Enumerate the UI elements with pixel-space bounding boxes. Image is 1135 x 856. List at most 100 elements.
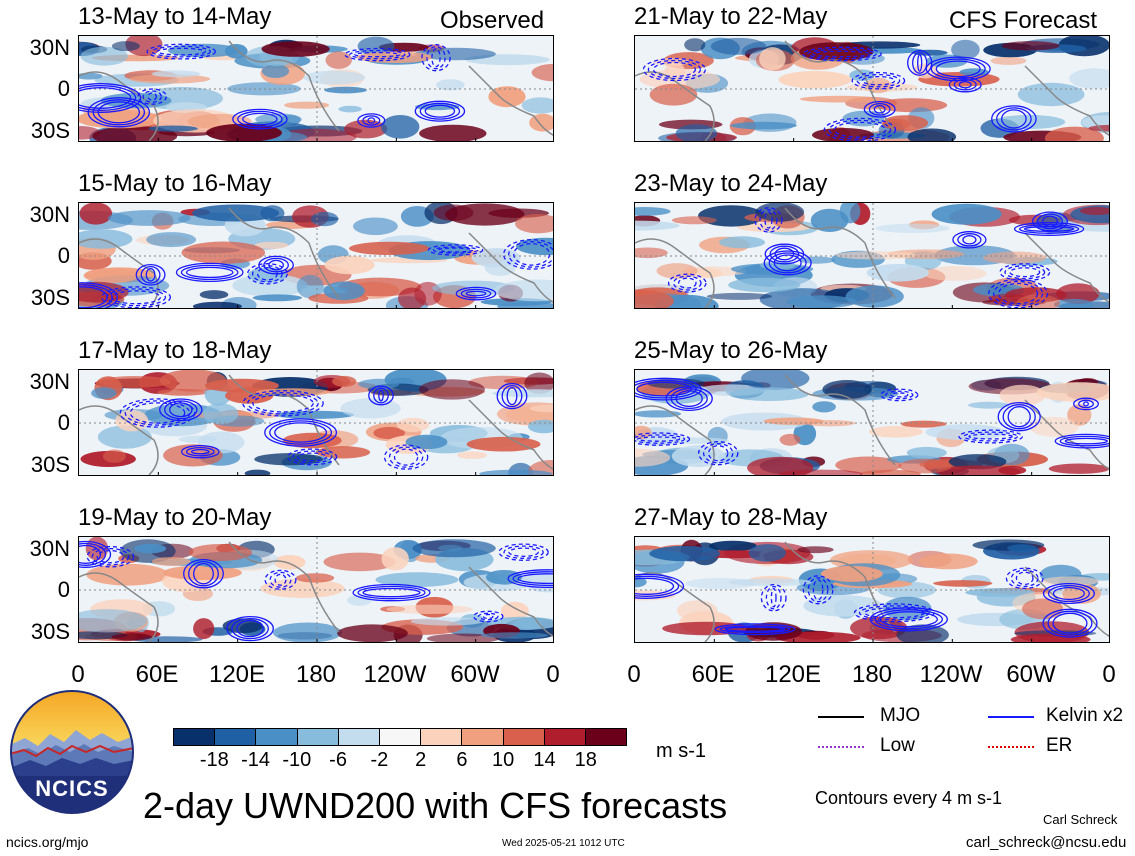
kelvin-contour (180, 444, 220, 459)
anomaly-patch (968, 401, 1010, 409)
anomaly-patch (948, 454, 1007, 470)
anomaly-patch (635, 289, 674, 308)
kelvin-contour (501, 384, 523, 408)
kelvin-contour (506, 386, 518, 406)
anomaly-patch (310, 211, 339, 227)
anomaly-patch (202, 403, 239, 425)
kelvin-contour (635, 434, 686, 444)
kelvin-contour (286, 448, 338, 466)
kelvin-contour (367, 117, 376, 124)
anomaly-patch (662, 621, 750, 636)
kelvin-contour (190, 448, 210, 455)
anomaly-patch (983, 251, 1047, 264)
anomaly-patch (493, 279, 553, 302)
kelvin-contour (957, 233, 982, 247)
anomaly-patch (965, 588, 1035, 597)
lon-tick-label: 60W (450, 661, 500, 688)
anomaly-patch (340, 398, 401, 419)
anomaly-patch (252, 294, 302, 302)
wind-anomaly-field (635, 370, 1109, 475)
anomaly-patch (1044, 126, 1104, 141)
anomaly-patch (1001, 41, 1060, 51)
kelvin-contour (368, 385, 394, 406)
kelvin-contour (147, 92, 157, 101)
colorbar-tick-label: -14 (241, 749, 270, 771)
kelvin-contour (770, 587, 777, 608)
kelvin-contour (175, 262, 244, 283)
kelvin-contour (124, 400, 191, 426)
kelvin-contour (455, 286, 497, 301)
kelvin-contour (498, 543, 549, 561)
kelvin-contour (236, 619, 264, 638)
lat-tick-label: 0 (57, 410, 70, 435)
ncics-logo-graphic (10, 690, 134, 814)
anomaly-patch (1022, 598, 1064, 620)
kelvin-contour (807, 48, 877, 60)
colorbar-tick-label: -18 (199, 749, 229, 771)
anomaly-patch (151, 557, 191, 566)
lat-tick-label: 30S (30, 118, 70, 143)
kelvin-contour (1052, 586, 1085, 601)
anomaly-patch (656, 263, 698, 279)
lat-tick-label: 30N (29, 369, 70, 394)
anomaly-patch (524, 372, 553, 394)
kelvin-contour (1054, 433, 1109, 449)
kelvin-contour (159, 398, 203, 422)
anomaly-patch (405, 434, 448, 450)
kelvin-contour (833, 121, 887, 138)
anomaly-patch (835, 456, 902, 474)
anomaly-patch (261, 64, 290, 78)
anomaly-patch (433, 204, 474, 221)
kelvin-contour (1013, 222, 1085, 236)
kelvin-contour (414, 100, 466, 122)
anomaly-patch (635, 220, 680, 231)
anomaly-patch (426, 633, 500, 642)
colorbar-swatch (543, 729, 585, 745)
kelvin-contour (92, 99, 146, 126)
anomaly-patch (206, 123, 282, 141)
kelvin-contour (773, 254, 802, 272)
kelvin-contour (952, 231, 987, 249)
kelvin-contour (251, 265, 283, 283)
anomaly-patch (410, 617, 484, 626)
kelvin-contour (962, 235, 977, 245)
kelvin-contour (263, 257, 289, 273)
kelvin-contour (635, 573, 685, 599)
kelvin-contour (765, 585, 782, 610)
kelvin-contour (383, 444, 429, 470)
kelvin-contour (912, 51, 928, 74)
anomaly-patch (481, 632, 549, 639)
kelvin-contour (256, 267, 278, 281)
kelvin-contour (482, 613, 494, 620)
kelvin-contour (169, 402, 193, 418)
anomaly-patch (675, 124, 718, 141)
author-email: carl_schreck@ncsu.edu (966, 834, 1127, 851)
anomaly-patch (521, 97, 553, 114)
kelvin-contour (647, 59, 702, 80)
anomaly-patch (778, 71, 852, 89)
mjo-legend-line (818, 716, 864, 718)
contours-note: Contours every 4 m s-1 (815, 788, 1003, 808)
kelvin-contour (863, 100, 896, 118)
kelvin-contour (998, 282, 1039, 305)
map-panel (634, 202, 1110, 309)
anomaly-patch (515, 214, 553, 234)
kelvin-contour (419, 102, 461, 120)
kelvin-contour (958, 80, 972, 89)
anomaly-patch (1069, 68, 1109, 89)
kelvin-contour (707, 445, 729, 462)
kelvin-contour (507, 569, 553, 589)
panel-title: 27-May to 28-May (634, 504, 828, 531)
anomaly-patch (323, 281, 365, 301)
anomaly-patch (820, 565, 883, 582)
er-legend-label: ER (1046, 735, 1073, 756)
wind-anomaly-field (79, 537, 553, 642)
anomaly-patch (337, 624, 408, 642)
colorbar-tick-label: -2 (370, 749, 389, 771)
anomaly-patch (247, 267, 288, 283)
colorbar-swatch (337, 729, 379, 745)
anomaly-patch (86, 563, 169, 586)
panel-title: 23-May to 24-May (634, 170, 828, 197)
anomaly-patch (799, 95, 881, 103)
anomaly-patch (167, 43, 240, 58)
